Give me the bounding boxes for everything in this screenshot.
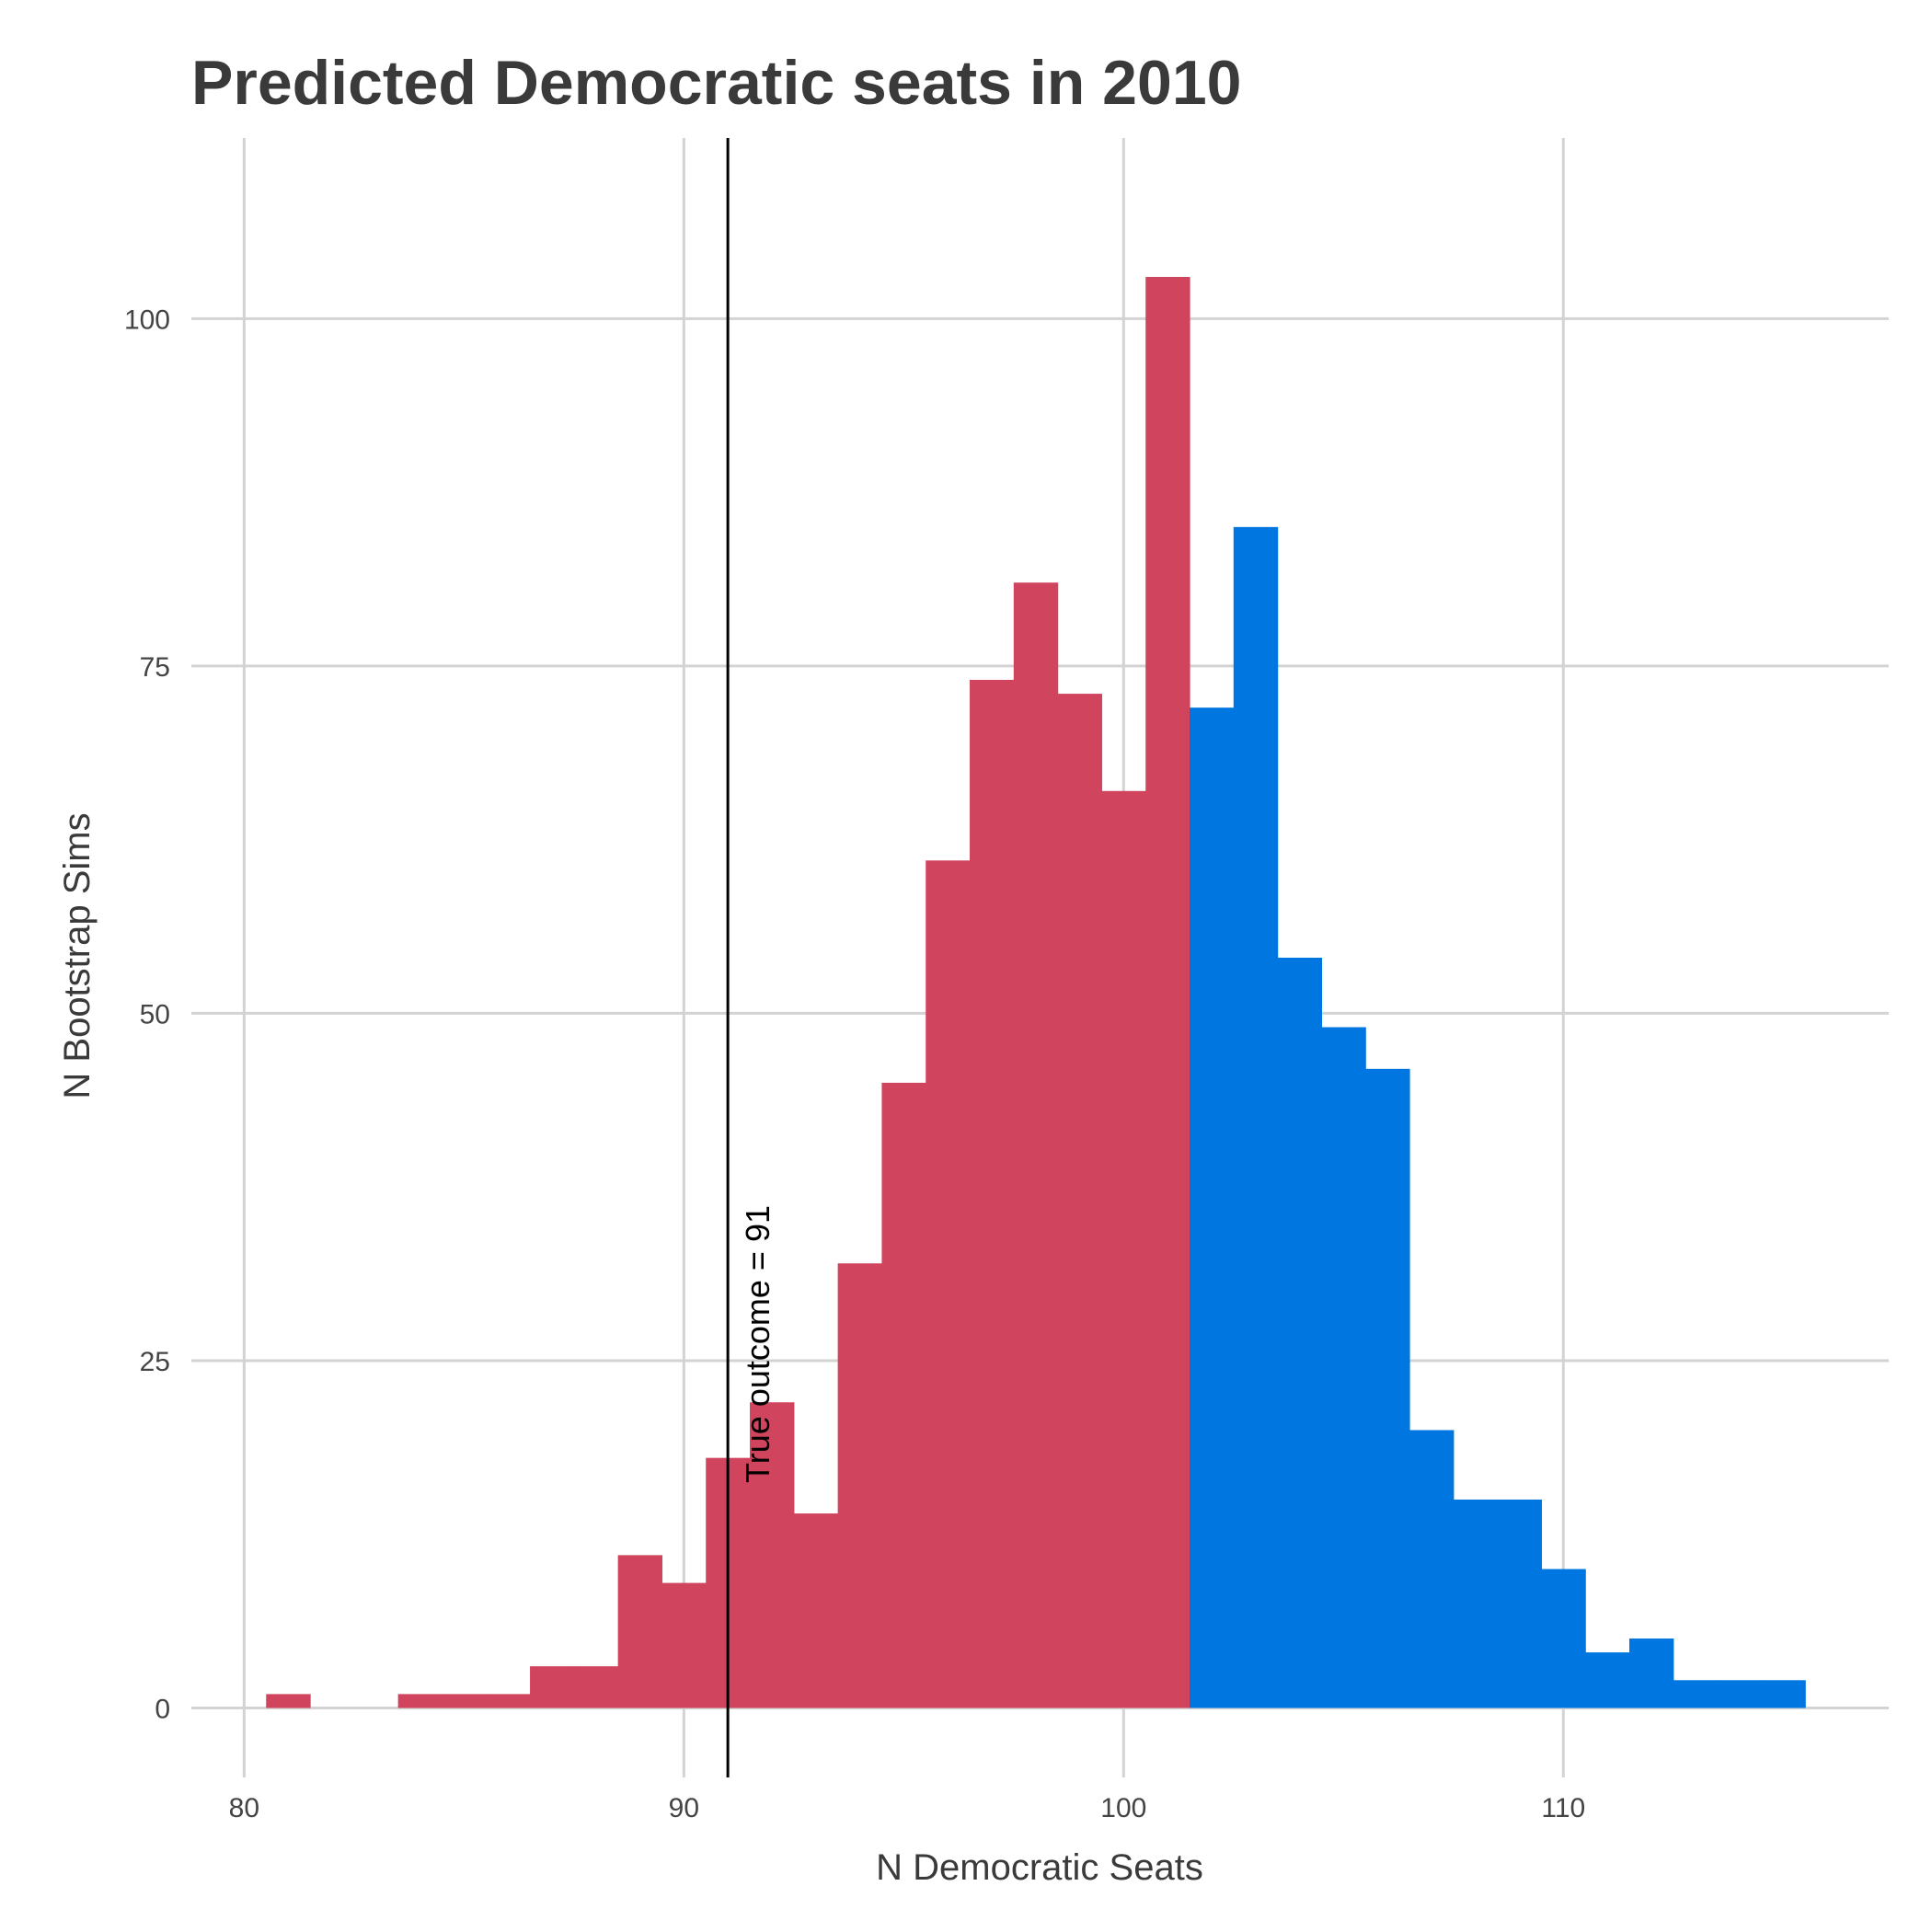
bar-101 xyxy=(1145,277,1190,1708)
bar-99 xyxy=(1057,694,1103,1708)
bar-84 xyxy=(397,1694,443,1708)
bar-85 xyxy=(442,1694,487,1708)
bar-112 xyxy=(1628,1638,1674,1708)
bar-86 xyxy=(486,1694,531,1708)
histogram-bars xyxy=(266,277,1806,1708)
bar-98 xyxy=(1013,582,1059,1708)
bar-100 xyxy=(1101,790,1146,1708)
y-tick-label-75: 75 xyxy=(140,652,170,683)
bar-115 xyxy=(1761,1680,1806,1708)
bar-97 xyxy=(970,679,1015,1708)
x-tick-label-90: 90 xyxy=(669,1793,699,1823)
bar-95 xyxy=(881,1082,926,1708)
y-axis-label: N Bootstrap Sims xyxy=(57,812,98,1098)
y-tick-label-25: 25 xyxy=(140,1347,170,1377)
bar-111 xyxy=(1585,1652,1630,1708)
bar-103 xyxy=(1233,526,1279,1708)
bar-109 xyxy=(1497,1499,1542,1708)
x-tick-label-110: 110 xyxy=(1541,1793,1585,1823)
chart-title: Predicted Democratic seats in 2010 xyxy=(191,48,1241,118)
x-tick-label-80: 80 xyxy=(229,1793,259,1823)
y-tick-label-100: 100 xyxy=(124,305,170,335)
bar-90 xyxy=(661,1582,707,1708)
bar-87 xyxy=(530,1666,575,1708)
bar-81 xyxy=(266,1694,311,1708)
bar-96 xyxy=(926,860,971,1708)
x-axis-label: N Democratic Seats xyxy=(876,1847,1203,1888)
bar-113 xyxy=(1673,1680,1719,1708)
y-tick-label-0: 0 xyxy=(155,1694,170,1724)
bar-93 xyxy=(793,1513,839,1708)
bar-110 xyxy=(1541,1569,1586,1708)
bar-108 xyxy=(1453,1499,1499,1708)
bar-102 xyxy=(1190,707,1235,1708)
bar-107 xyxy=(1409,1430,1455,1708)
bar-104 xyxy=(1277,958,1323,1708)
bar-105 xyxy=(1321,1027,1366,1708)
bar-106 xyxy=(1365,1068,1410,1708)
bar-88 xyxy=(573,1666,619,1708)
x-tick-label-100: 100 xyxy=(1100,1793,1146,1823)
x-axis-ticks: 80 90 100 110 xyxy=(229,1793,1586,1823)
true-outcome-label: True outcome = 91 xyxy=(739,1205,776,1483)
reference-line-group: True outcome = 91 xyxy=(726,138,776,1777)
bar-89 xyxy=(617,1555,663,1708)
bar-114 xyxy=(1717,1680,1762,1708)
y-axis-ticks: 0 25 50 75 100 xyxy=(124,305,170,1724)
y-tick-label-50: 50 xyxy=(140,999,170,1029)
bar-94 xyxy=(837,1263,883,1708)
bar-92 xyxy=(750,1402,795,1708)
